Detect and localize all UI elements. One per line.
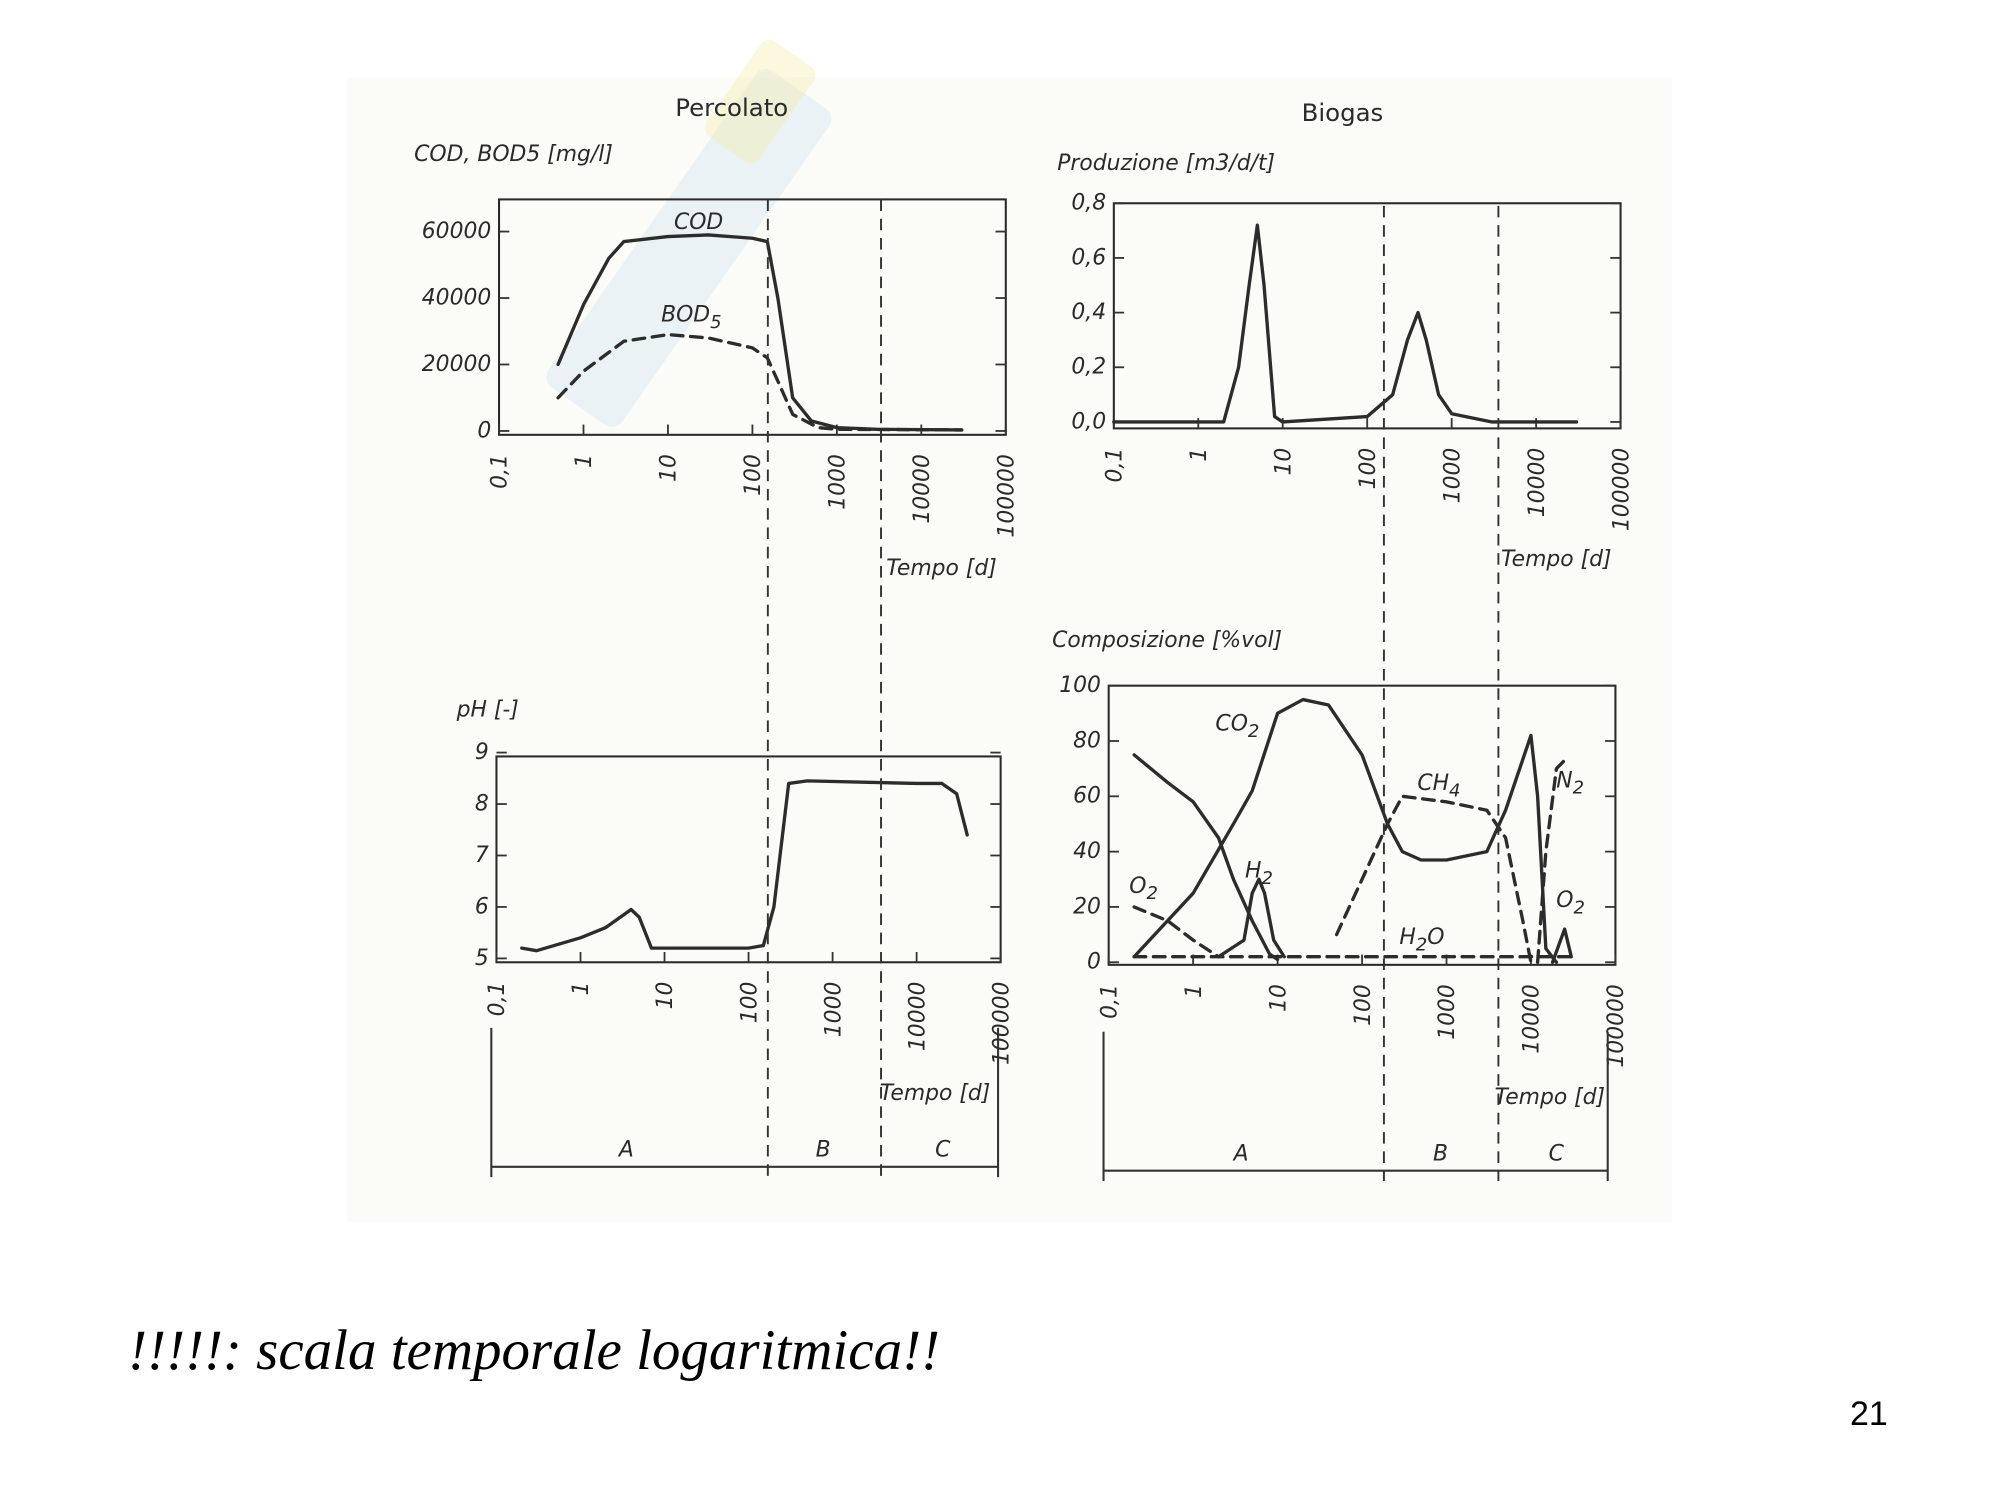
x-tick-label: 1	[572, 454, 597, 468]
series-label-n2: N2	[1556, 768, 1584, 798]
x-tick-label: 100	[737, 982, 762, 1024]
y-tick-label: 20	[1073, 894, 1101, 919]
x-tick-label: 0,1	[485, 982, 510, 1017]
phase-label-c: C	[1549, 1141, 1565, 1166]
y-axis-label: Produzione [m3/d/t]	[1057, 151, 1275, 176]
x-tick-label: 10	[653, 982, 678, 1010]
x-tick-label: 1000	[1435, 984, 1460, 1040]
series-line-o2	[1550, 927, 1573, 964]
x-tick-label: 1	[1187, 448, 1212, 462]
y-tick-label: 0,0	[1071, 409, 1106, 434]
series-label-o2: O2	[1129, 874, 1158, 904]
series-line-h2	[1216, 877, 1286, 959]
series-label-o2: O2	[1556, 888, 1585, 918]
x-tick-label: 10000	[905, 982, 930, 1052]
x-axis-label: Tempo [d]	[886, 556, 997, 581]
section-title-biogas: Biogas	[1302, 98, 1384, 127]
y-tick-label: 7	[475, 843, 489, 868]
x-tick-label: 100000	[1609, 448, 1634, 531]
chart-cod-bod: COD, BOD5 [mg/l] Tempo [d] 0,1 1 10 100 1000 10…	[414, 142, 1019, 581]
series-line-ch4	[1334, 794, 1533, 964]
y-tick-label: 5	[475, 946, 489, 971]
series-label-cod: COD	[674, 210, 723, 235]
series-label-h2: H2	[1245, 858, 1273, 888]
series-line-n2	[1132, 753, 1280, 962]
y-tick-label: 0	[1087, 950, 1101, 975]
x-tick-label: 0,1	[1103, 448, 1128, 483]
x-tick-label: 10	[657, 454, 682, 482]
series-line-bod5	[556, 332, 964, 432]
x-tick-label: 100	[741, 454, 766, 496]
x-tick-label: 0,1	[1097, 984, 1122, 1019]
y-tick-label: 100	[1059, 673, 1101, 698]
y-tick-label: 60	[1073, 784, 1101, 809]
phase-label-b: B	[1433, 1141, 1448, 1166]
series-label-ch4: CH4	[1417, 771, 1460, 801]
y-tick-label: 8	[475, 791, 489, 816]
series-line-cod	[556, 233, 964, 432]
series-line-series	[1112, 223, 1579, 424]
x-axis-label: Tempo [d]	[1501, 547, 1612, 572]
series-line-o2	[1132, 905, 1221, 959]
series-label-bod5: BOD5	[661, 303, 721, 333]
y-tick-label: 0,8	[1071, 191, 1106, 216]
x-tick-label: 1000	[826, 454, 851, 510]
x-tick-label: 100000	[989, 982, 1014, 1065]
y-tick-label: 60000	[422, 219, 492, 244]
series-line-co2	[1132, 697, 1559, 964]
phase-label-a: A	[617, 1138, 634, 1163]
chart-biogas-production: Produzione [m3/d/t] Tempo [d] 0,1 1 10 100 100…	[1057, 151, 1634, 572]
y-tick-label: 40	[1073, 839, 1101, 864]
y-axis-label: COD, BOD5 [mg/l]	[414, 142, 613, 167]
y-tick-label: 0	[477, 418, 491, 443]
x-tick-label: 10000	[1520, 984, 1545, 1054]
y-tick-label: 80	[1073, 728, 1101, 753]
y-axis-label: Composizione [%vol]	[1052, 628, 1282, 653]
x-tick-label: 1	[569, 982, 594, 996]
page-number: 21	[1850, 1395, 1888, 1433]
x-tick-label: 10	[1266, 984, 1291, 1012]
y-tick-label: 0,6	[1071, 245, 1106, 270]
x-tick-label: 10000	[910, 454, 935, 524]
y-axis-label: pH [-]	[456, 698, 519, 723]
y-tick-label: 0,2	[1071, 355, 1106, 380]
y-tick-label: 20000	[422, 352, 492, 377]
x-axis-label: Tempo [d]	[880, 1081, 991, 1106]
x-tick-label: 1	[1182, 984, 1207, 998]
x-tick-label: 100	[1356, 448, 1381, 490]
series-label-co2: CO2	[1215, 712, 1259, 742]
x-tick-label: 1000	[1440, 448, 1465, 504]
section-title-percolato: Percolato	[675, 93, 788, 122]
series-line-series	[520, 779, 969, 953]
x-tick-label: 100	[1351, 984, 1376, 1026]
charts-group: COD, BOD5 [mg/l]Tempo [d]0,1 1 10 100 1000 10…	[414, 142, 1634, 1110]
x-tick-label: 1000	[821, 982, 846, 1038]
x-tick-label: 100000	[995, 454, 1020, 537]
y-tick-label: 6	[475, 894, 489, 919]
x-axis-label: Tempo [d]	[1495, 1085, 1606, 1110]
y-tick-label: 40000	[422, 285, 492, 310]
x-tick-label: 10000	[1525, 448, 1550, 518]
x-tick-label: 10	[1271, 448, 1296, 476]
phase-label-a: A	[1232, 1141, 1249, 1166]
x-tick-label: 0,1	[488, 454, 513, 489]
y-tick-label: 0,4	[1071, 300, 1106, 325]
scanned-figure-background	[347, 77, 1673, 1223]
chart-biogas-composition: Composizione [%vol] Tempo [d] 0,1 1 10 100 100…	[1052, 628, 1629, 1110]
phase-label-c: C	[935, 1138, 951, 1163]
slide-caption: !!!!!: scala temporale logaritmica!!	[128, 1319, 941, 1382]
watermark-logo	[546, 39, 832, 427]
y-tick-label: 9	[475, 740, 489, 765]
series-line-n2	[1535, 758, 1567, 964]
chart-ph: pH [-] Tempo [d] 0,1 1 10 100 1000 10000 100000 5…	[456, 698, 1015, 1106]
phase-label-b: B	[816, 1138, 831, 1163]
